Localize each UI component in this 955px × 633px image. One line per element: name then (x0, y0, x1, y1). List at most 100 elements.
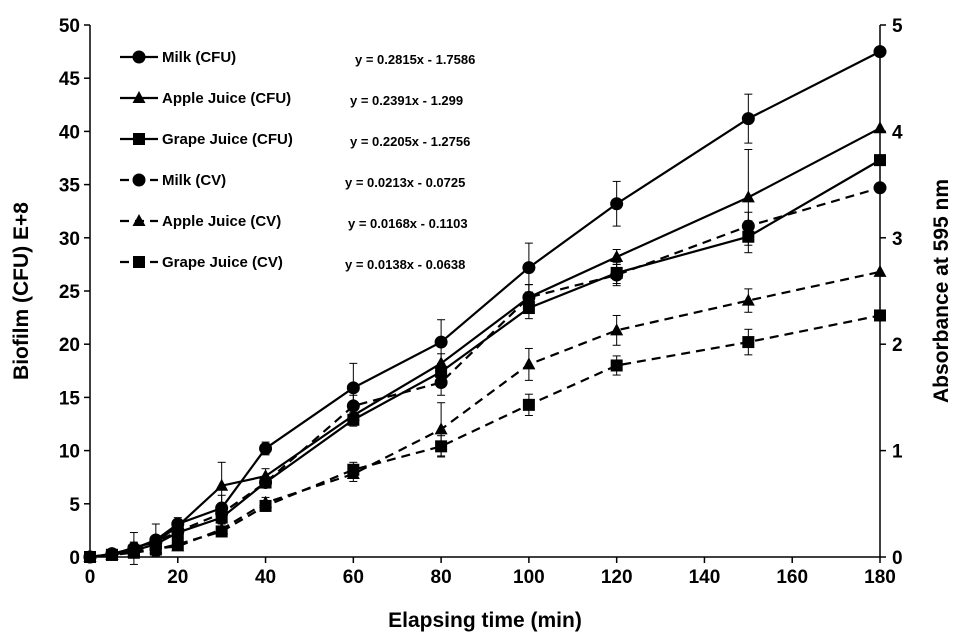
legend-item-4: Milk (CV) y = 0.0213x - 0.0725 (120, 172, 465, 190)
x-tick-label: 40 (255, 567, 276, 588)
x-axis-title: Elapsing time (min) (388, 609, 582, 632)
data-point (610, 197, 624, 211)
data-point (215, 525, 228, 538)
series-line (89, 127, 881, 559)
legend-item-2: Apple Juice (CFU) y = 0.2391x - 1.299 (120, 90, 463, 108)
trendline-equation: y = 0.2391x - 1.299 (350, 93, 463, 108)
y-tick-label: 25 (59, 282, 81, 303)
x-tick-label: 160 (776, 567, 808, 588)
legend-item-3: Grape Juice (CFU) y = 0.2205x - 1.2756 (120, 131, 470, 149)
y-tick-label: 45 (59, 69, 81, 90)
series-line (89, 270, 881, 559)
axes: 0 20 40 60 80 100 120 140 160 1800510152025303540… (59, 16, 903, 588)
legend-item-6: Grape Juice (CV) y = 0.0138x - 0.0638 (120, 254, 465, 272)
legend-item-5: Apple Juice (CV) y = 0.0168x - 0.1103 (120, 213, 468, 231)
legend-item-1: Milk (CFU) y = 0.2815x - 1.7586 (120, 49, 475, 67)
data-point (741, 293, 755, 306)
legend: Milk (CFU) y = 0.2815x - 1.7586 Apple Juic… (120, 49, 475, 272)
data-point (522, 261, 536, 275)
series-4 (83, 181, 887, 564)
legend-label: Milk (CV) (162, 172, 226, 189)
legend-label: Apple Juice (CV) (162, 213, 281, 230)
data-point (434, 335, 448, 349)
data-point (610, 268, 624, 282)
x-tick-label: 120 (601, 567, 633, 588)
y-axis-title: Biofilm (CFU) E+8 (10, 202, 33, 380)
y-tick-label: 5 (69, 495, 80, 516)
x-tick-label: 140 (689, 567, 721, 588)
data-point (215, 506, 229, 520)
data-point (434, 356, 448, 369)
data-point (434, 422, 448, 435)
x-tick-label: 0 (85, 567, 96, 588)
y-tick-label: 20 (59, 335, 80, 356)
data-point (522, 357, 536, 370)
trendline-equation: y = 0.0168x - 0.1103 (348, 216, 468, 231)
x-tick-label: 20 (167, 567, 188, 588)
legend-label: Apple Juice (CFU) (162, 90, 291, 107)
series-line (89, 50, 881, 559)
y2-tick-label: 4 (892, 122, 903, 143)
data-point (741, 112, 755, 126)
y-tick-label: 35 (59, 176, 81, 197)
data-point (171, 538, 184, 551)
y-tick-label: 40 (59, 122, 80, 143)
y-tick-label: 10 (59, 442, 80, 463)
legend-label: Milk (CFU) (162, 49, 236, 66)
y2-axis-title: Absorbance at 595 nm (930, 179, 953, 403)
legend-marker (132, 50, 146, 64)
data-point (742, 336, 755, 349)
series-1 (83, 45, 887, 565)
data-point (347, 463, 360, 476)
data-point (434, 376, 448, 390)
data-point (522, 290, 536, 304)
x-tick-label: 80 (431, 567, 452, 588)
series-line (89, 314, 881, 559)
legend-marker (133, 133, 145, 145)
y2-tick-label: 2 (892, 335, 903, 356)
x-tick-label: 180 (864, 567, 896, 588)
y-tick-label: 0 (69, 548, 80, 569)
trendline-equation: y = 0.0138x - 0.0638 (345, 257, 465, 272)
legend-label: Grape Juice (CFU) (162, 131, 293, 148)
trendline-equation: y = 0.0213x - 0.0725 (345, 175, 465, 190)
y2-tick-label: 1 (892, 442, 903, 463)
data-point (259, 441, 273, 455)
series-line (89, 186, 881, 559)
data-point (127, 546, 140, 559)
plot-area (83, 45, 887, 565)
legend-marker (132, 214, 146, 226)
legend-marker (132, 173, 146, 187)
x-tick-label: 100 (513, 567, 545, 588)
data-point (610, 249, 624, 262)
data-point (259, 499, 272, 512)
data-point (741, 190, 755, 203)
data-point (522, 398, 535, 411)
y2-tick-label: 5 (892, 16, 903, 37)
data-point (741, 219, 755, 233)
data-point (610, 359, 623, 372)
y2-tick-label: 0 (892, 548, 903, 569)
trendline-equation: y = 0.2205x - 1.2756 (350, 134, 470, 149)
data-point (610, 323, 624, 336)
x-tick-label: 60 (343, 567, 364, 588)
data-point (346, 399, 360, 413)
data-point (149, 543, 162, 556)
data-point (259, 476, 273, 490)
data-point (105, 548, 118, 561)
data-point (346, 381, 360, 395)
y-tick-label: 30 (59, 229, 80, 250)
data-point (171, 524, 185, 538)
y-tick-label: 50 (59, 16, 80, 37)
series-5 (83, 264, 887, 562)
legend-label: Grape Juice (CV) (162, 254, 283, 271)
legend-marker (132, 91, 146, 103)
legend-marker (133, 256, 145, 268)
data-point (215, 478, 229, 491)
data-point (435, 440, 448, 453)
y-tick-label: 15 (59, 388, 81, 409)
y2-tick-label: 3 (892, 229, 903, 250)
trendline-equation: y = 0.2815x - 1.7586 (355, 52, 475, 67)
series-6 (84, 309, 886, 563)
